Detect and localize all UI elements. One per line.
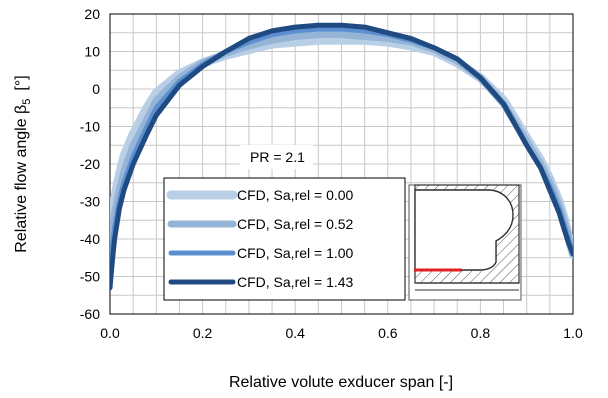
x-tick-label: 0.4	[285, 325, 305, 341]
volute-inset-sketch	[408, 184, 522, 301]
y-tick-label: 10	[84, 44, 100, 60]
y-tick-label: 20	[84, 6, 100, 22]
y-tick-label: -20	[80, 156, 100, 172]
x-tick-label: 1.0	[563, 325, 583, 341]
x-tick-label: 0.2	[193, 325, 213, 341]
y-axis-title-unit: [°]	[13, 75, 30, 90]
legend: CFD, Sa,rel = 0.00 CFD, Sa,rel = 0.52 CFD,…	[163, 177, 406, 301]
x-axis-title: Relative volute exducer span [-]	[229, 374, 453, 391]
annotation-box	[240, 145, 313, 169]
pr-annotation: PR = 2.1	[250, 149, 305, 165]
y-axis-title-subscript: 5	[21, 99, 33, 105]
x-tick-label: 0.8	[471, 325, 491, 341]
y-tick-label: -10	[80, 119, 100, 135]
plot-frame	[109, 13, 574, 315]
x-tick-labels: 0.0 0.2 0.4 0.6 0.8 1.0	[100, 325, 583, 341]
x-tick-label: 0.0	[100, 325, 120, 341]
y-tick-label: -30	[80, 194, 100, 210]
y-tick-labels: 20 10 0 -10 -20 -30 -40 -50 -60	[80, 6, 100, 322]
y-tick-label: -50	[80, 269, 100, 285]
legend-label-4: CFD, Sa,rel = 1.43	[237, 274, 354, 290]
y-tick-label: 0	[92, 81, 100, 97]
y-tick-label: -60	[80, 306, 100, 322]
y-axis-title-main: Relative flow angle β	[13, 105, 30, 253]
series-line-4	[110, 22, 573, 291]
legend-label-1: CFD, Sa,rel = 0.00	[237, 187, 354, 203]
series-lines	[110, 22, 573, 291]
annotation: PR = 2.1	[240, 145, 313, 169]
inset-volute-passage	[414, 189, 514, 271]
legend-label-3: CFD, Sa,rel = 1.00	[237, 245, 354, 261]
y-axis-title: Relative flow angle β5 [°]	[13, 75, 33, 252]
y-tick-label: -40	[80, 231, 100, 247]
legend-label-2: CFD, Sa,rel = 0.52	[237, 216, 354, 232]
x-tick-label: 0.6	[378, 325, 398, 341]
